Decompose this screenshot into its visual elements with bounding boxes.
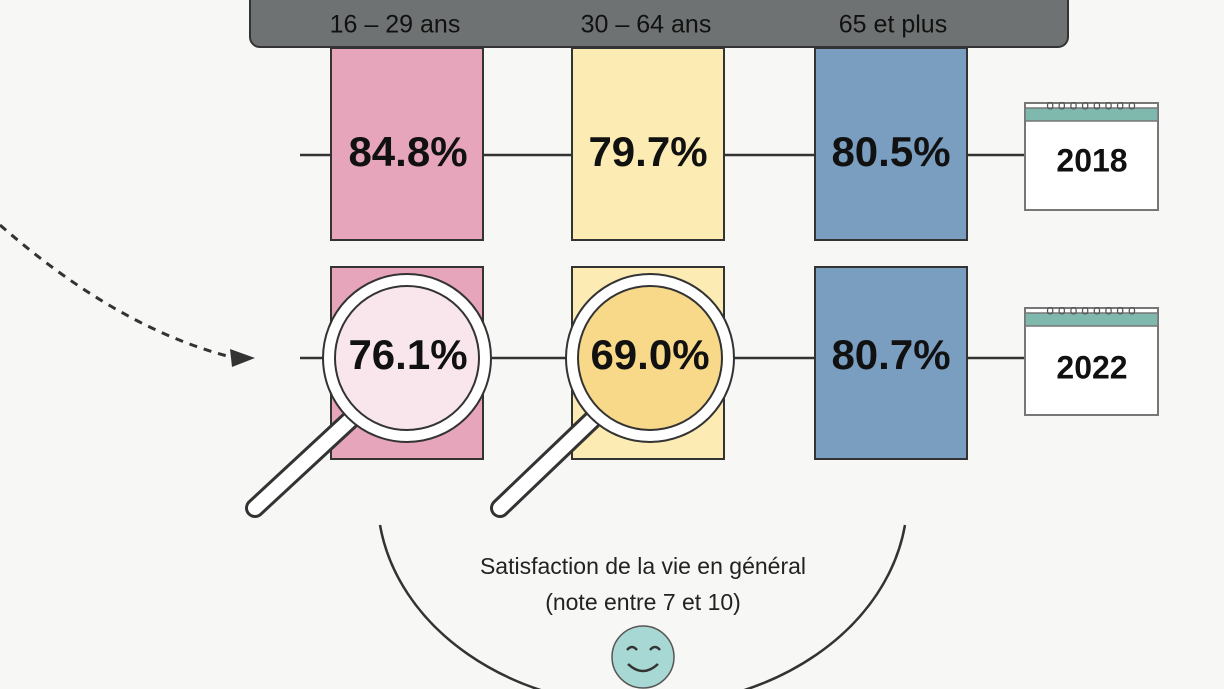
value: 80.7% (831, 331, 950, 378)
group-label: 16 – 29 ans (330, 11, 461, 39)
magnifier (245, 273, 492, 518)
value-box (330, 47, 484, 241)
value: 80.5% (831, 128, 950, 175)
value: 69.0% (590, 331, 709, 378)
value-box (814, 266, 968, 460)
year-label: 2018 (1056, 142, 1127, 178)
value: 84.8% (348, 128, 467, 175)
value: 76.1% (348, 331, 467, 378)
calendar: o o o o o o o o (1024, 97, 1159, 211)
arc (378, 524, 907, 689)
group-label: 30 – 64 ans (581, 11, 712, 39)
calendar: o o o o o o o o (1024, 302, 1159, 416)
value: 79.7% (588, 128, 707, 175)
magnifier (490, 273, 735, 518)
caption-title: Satisfaction de la vie en général (480, 553, 806, 579)
dashed-arrow (0, 223, 236, 360)
caption-note: (note entre 7 et 10) (545, 589, 741, 615)
value-box (814, 47, 968, 241)
group-label: 65 et plus (839, 11, 947, 39)
year-label: 2022 (1056, 349, 1127, 385)
smiley (611, 625, 675, 689)
svg-text:o o o o o o o o: o o o o o o o o (1046, 302, 1136, 318)
svg-text:o o o o o o o o: o o o o o o o o (1046, 97, 1136, 113)
value-box (571, 47, 725, 241)
arrow-head (230, 349, 255, 367)
